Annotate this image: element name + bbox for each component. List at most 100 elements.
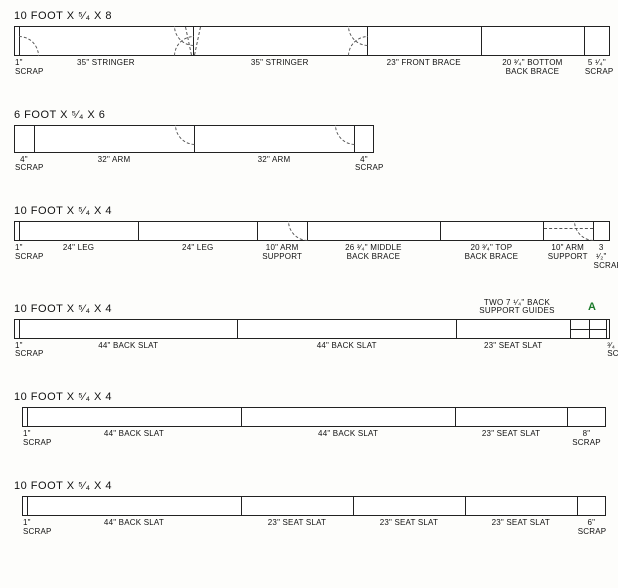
segment-label: 6" SCRAP: [577, 519, 606, 537]
deco-dash-horiz: [544, 228, 593, 229]
board-2: 10 FOOT X ⁵⁄₄ X 4 1" SCRAP24" LEG24" LEG1…: [8, 205, 610, 270]
segment-label: 35" STRINGER: [19, 59, 193, 77]
segment-label: 35" STRINGER: [193, 59, 367, 77]
board-strip: [14, 221, 610, 241]
board-title: 10 FOOT X ⁵⁄₄ X 4: [14, 205, 610, 217]
segment-label: 23" SEAT SLAT: [456, 342, 570, 360]
segment: [308, 222, 441, 240]
segment-label: 44" BACK SLAT: [237, 342, 456, 360]
segment-label: 10" ARMSUPPORT: [257, 244, 307, 270]
board-strip: [14, 125, 374, 153]
deco-arc-tr: [335, 125, 355, 145]
segment-label: [570, 342, 606, 360]
segment-label: 44" BACK SLAT: [19, 342, 238, 360]
segment: [15, 126, 35, 152]
extra-label: TWO 7 ¹⁄₄" BACKSUPPORT GUIDES: [462, 299, 572, 317]
segment: [607, 320, 611, 338]
deco-arc-tr: [175, 125, 195, 145]
board-labels: 1" SCRAP44" BACK SLAT44" BACK SLAT23" SE…: [14, 342, 610, 360]
deco-arc-tr: [574, 221, 594, 241]
segment-label: 20 ³⁄₄" BOTTOMBACK BRACE: [481, 59, 584, 77]
segment: [585, 27, 611, 55]
board-1: 6 FOOT X ⁵⁄₄ X 64" SCRAP32" ARM32" ARM4"…: [8, 109, 610, 174]
segment-label: 20 ³⁄₄" TOPBACK BRACE: [440, 244, 543, 270]
deco-arc-tl: [34, 125, 54, 145]
segment: [238, 320, 457, 338]
segment: [20, 222, 139, 240]
cut-diagram: 10 FOOT X ⁵⁄₄ X 8 1" SCRAP35" STRINGER35"…: [8, 10, 610, 536]
segment-label: 4" SCRAP: [14, 156, 34, 174]
board-labels: 1" SCRAP44" BACK SLAT23" SEAT SLAT23" SE…: [22, 519, 606, 537]
board-labels: 4" SCRAP32" ARM32" ARM4" SCRAP: [14, 156, 374, 174]
segment: [466, 497, 578, 515]
segment-label: 4" SCRAP: [354, 156, 374, 174]
segment-label: 24" LEG: [19, 244, 138, 270]
segment: [194, 27, 368, 55]
segment: [594, 222, 611, 240]
segment: [139, 222, 258, 240]
deco-arc-tl: [19, 26, 39, 46]
segment: [571, 320, 607, 338]
segment: [368, 27, 482, 55]
segment-label: 32" ARM: [194, 156, 354, 174]
deco-arc-br: [348, 36, 368, 56]
deco-arc-br: [174, 36, 194, 56]
deco-arc-tr: [288, 221, 308, 241]
board-labels: 1" SCRAP44" BACK SLAT44" BACK SLAT23" SE…: [22, 430, 606, 448]
board-5: 10 FOOT X ⁵⁄₄ X 4 1" SCRAP44" BACK SLAT23…: [8, 480, 610, 537]
segment: [242, 497, 354, 515]
board-title: 10 FOOT X ⁵⁄₄ X 4: [14, 480, 610, 492]
segment-label: 23" FRONT BRACE: [367, 59, 481, 77]
marker-a: A: [588, 301, 596, 313]
segment: [441, 222, 544, 240]
segment-label: 24" LEG: [138, 244, 257, 270]
segment-label: 44" BACK SLAT: [27, 430, 241, 448]
deco-split-v-mid: [589, 320, 590, 338]
board-labels: 1" SCRAP24" LEG24" LEG10" ARMSUPPORT26 ³…: [14, 244, 610, 270]
segment: [20, 320, 239, 338]
segment: [568, 408, 607, 426]
deco-arc-tr: [174, 26, 194, 46]
segment-label: 5 ¹⁄₄"SCRAP: [584, 59, 610, 77]
deco-arc-tl: [194, 125, 214, 145]
segment-label: 3 ¹⁄₂"SCRAP: [593, 244, 610, 270]
board-title: 10 FOOT X ⁵⁄₄ X 4: [14, 391, 610, 403]
segment: [28, 497, 242, 515]
segment: [578, 497, 607, 515]
segment: [35, 126, 195, 152]
board-labels: 1" SCRAP35" STRINGER35" STRINGER23" FRON…: [14, 59, 610, 77]
board-0: 10 FOOT X ⁵⁄₄ X 8 1" SCRAP35" STRINGER35"…: [8, 10, 610, 77]
segment: [482, 27, 585, 55]
segment-label: 10" ARMSUPPORT: [543, 244, 593, 270]
deco-arc-bl: [19, 36, 39, 56]
segment: [20, 27, 194, 55]
segment: [456, 408, 568, 426]
segment-label: 44" BACK SLAT: [27, 519, 241, 537]
segment-label: 23" SEAT SLAT: [455, 430, 567, 448]
segment-label: 23" SEAT SLAT: [465, 519, 577, 537]
board-3: TWO 7 ¹⁄₄" BACKSUPPORT GUIDESA10 FOOT X …: [8, 303, 610, 360]
segment: [242, 408, 456, 426]
segment: [28, 408, 242, 426]
board-title: 6 FOOT X ⁵⁄₄ X 6: [14, 109, 610, 121]
segment: [354, 497, 466, 515]
board-title: 10 FOOT X ⁵⁄₄ X 8: [14, 10, 610, 22]
segment: [355, 126, 375, 152]
segment-label: ³⁄₄SCRAP: [606, 342, 610, 360]
segment: [457, 320, 571, 338]
board-strip: [14, 26, 610, 56]
deco-arc-tr: [348, 26, 368, 46]
segment-label: 23" SEAT SLAT: [241, 519, 353, 537]
segment-label: 44" BACK SLAT: [241, 430, 455, 448]
board-strip: [22, 407, 606, 427]
segment-label: 23" SEAT SLAT: [353, 519, 465, 537]
segment-label: 32" ARM: [34, 156, 194, 174]
segment-label: 26 ³⁄₄" MIDDLEBACK BRACE: [307, 244, 440, 270]
board-strip: [14, 319, 610, 339]
segment: [195, 126, 355, 152]
segment: [258, 222, 308, 240]
segment: [544, 222, 594, 240]
board-4: 10 FOOT X ⁵⁄₄ X 4 1" SCRAP44" BACK SLAT44…: [8, 391, 610, 448]
segment-label: 8" SCRAP: [567, 430, 606, 448]
board-strip: [22, 496, 606, 516]
